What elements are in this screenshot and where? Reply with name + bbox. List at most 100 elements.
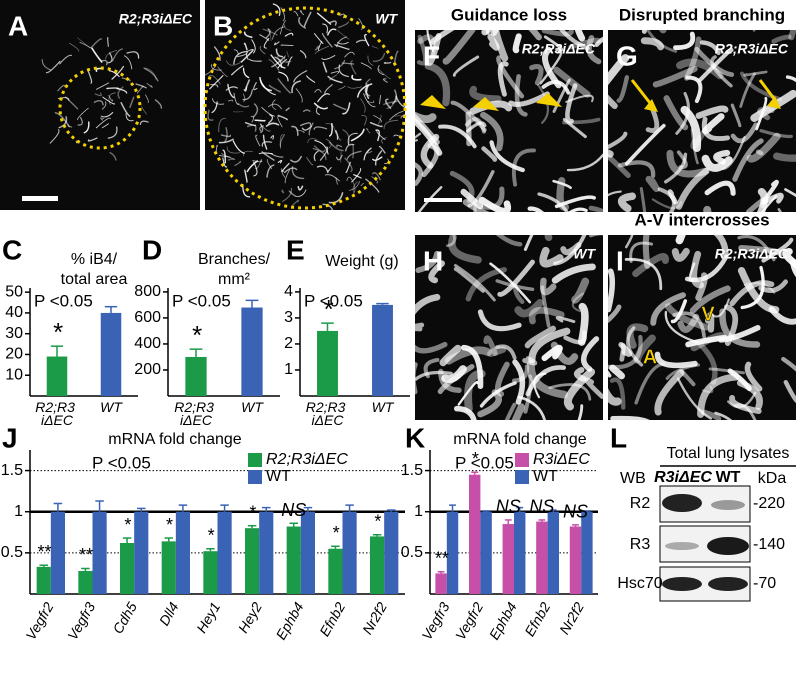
vessel	[364, 87, 371, 97]
vessel	[609, 364, 626, 380]
y-tick-label: 1.5	[1, 462, 23, 479]
vessel	[514, 299, 544, 318]
vessel	[378, 145, 386, 154]
vessel	[139, 120, 149, 125]
vessel-texture	[205, 3, 405, 210]
vessel	[504, 402, 517, 420]
vessel	[522, 356, 538, 366]
y-tick-label: 1	[414, 503, 423, 520]
vessel	[704, 312, 715, 333]
vessel	[262, 28, 278, 36]
vessel	[277, 116, 283, 128]
vessel	[87, 69, 93, 84]
bar	[100, 312, 122, 396]
vessel	[41, 59, 52, 71]
y-tick-label: 2	[284, 335, 293, 352]
significance-note: NS	[496, 497, 521, 517]
vessel	[90, 38, 103, 49]
vessel	[608, 131, 628, 149]
vessel	[588, 205, 603, 212]
significance-note: NS	[281, 500, 306, 520]
vessel	[232, 140, 245, 154]
vessel	[253, 82, 258, 91]
lane-label: WT	[716, 469, 741, 486]
vessel	[697, 342, 718, 385]
vessel	[736, 379, 763, 410]
vessel	[351, 167, 362, 183]
vessel	[324, 174, 340, 182]
vessel	[254, 158, 262, 170]
vessel	[608, 94, 618, 110]
vessel	[121, 77, 131, 82]
bar	[372, 304, 393, 396]
vessel	[227, 83, 235, 99]
x-tick-label: Ephb4	[486, 599, 520, 642]
vessel	[315, 106, 320, 115]
vessel	[360, 98, 366, 113]
legend-swatch	[248, 470, 262, 484]
legend-label: WT	[533, 468, 558, 485]
vessel	[237, 102, 250, 108]
vessel	[562, 117, 601, 125]
y-tick-label: 40	[5, 304, 23, 321]
vessel	[300, 122, 312, 127]
vessel	[291, 80, 301, 94]
panel-label: WT	[573, 246, 596, 262]
vessel	[495, 344, 517, 360]
legend-label: R3iΔEC	[533, 451, 590, 468]
vessel	[428, 260, 445, 284]
vessel	[101, 101, 107, 110]
x-tick-label: Cdh5	[109, 599, 140, 636]
panel-label: R2;R3iΔEC	[119, 11, 193, 27]
vessel	[330, 71, 340, 74]
vessel	[261, 141, 273, 147]
vessel	[338, 64, 349, 78]
significance-note: NS	[529, 497, 554, 517]
vessel	[523, 235, 534, 251]
vessel	[714, 411, 733, 420]
y-tick-label: 3	[284, 309, 293, 326]
vessel	[608, 54, 630, 86]
vessel	[259, 45, 266, 55]
vessel	[393, 134, 400, 137]
vessel	[352, 180, 356, 194]
band	[711, 500, 745, 510]
vessel	[210, 84, 219, 88]
vessel	[610, 415, 650, 420]
chart-title: mRNA fold change	[108, 431, 242, 448]
vessel	[325, 138, 332, 149]
vessel	[281, 189, 285, 194]
vessel	[781, 356, 796, 372]
vessel	[218, 138, 234, 144]
vessel	[222, 149, 227, 164]
vessel	[218, 155, 231, 158]
scale-bar	[22, 196, 58, 201]
vessel	[676, 377, 713, 420]
p-value: P <0.05	[172, 291, 231, 310]
vessel	[338, 21, 349, 28]
vessel	[654, 369, 685, 416]
vessel	[788, 30, 796, 41]
x-tick-label: Hey2	[235, 599, 265, 635]
significance-note: *	[322, 294, 333, 324]
vessel	[372, 52, 386, 62]
significance-note: *	[249, 502, 257, 522]
vessel	[480, 186, 505, 210]
vessel	[734, 403, 757, 420]
vessel	[377, 65, 384, 76]
vessel	[374, 150, 383, 166]
vessel	[730, 122, 759, 144]
vessel	[271, 56, 286, 68]
panel-label: WT	[375, 11, 398, 27]
significance-note: **	[78, 545, 93, 565]
vessel	[439, 344, 462, 367]
vessel	[785, 75, 796, 83]
vessel-texture	[415, 235, 603, 420]
vessel	[116, 87, 128, 94]
vessel	[424, 62, 451, 107]
vessel	[571, 277, 590, 304]
vessel	[400, 114, 405, 119]
vessel	[577, 302, 589, 346]
y-tick-label: 50	[5, 283, 23, 300]
vessel	[242, 89, 253, 101]
